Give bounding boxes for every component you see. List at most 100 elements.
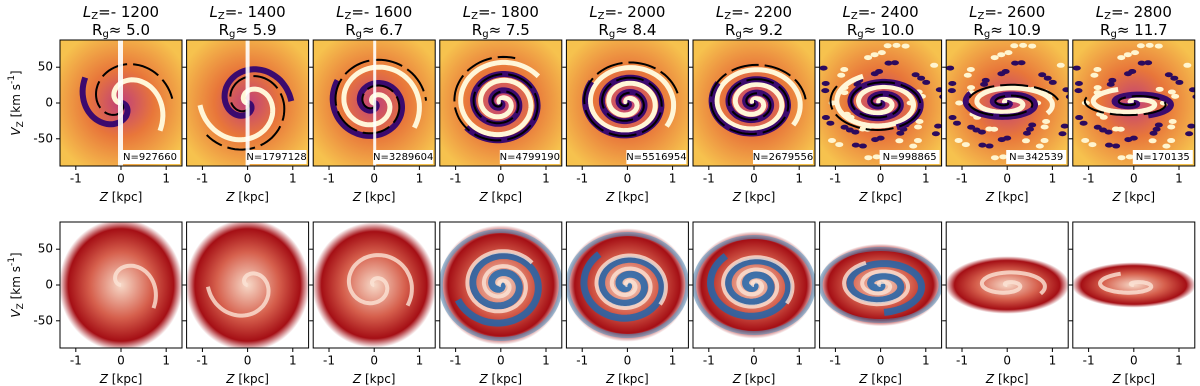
count-box xyxy=(373,150,434,164)
rg-value: ≈ 10.0 xyxy=(864,21,915,39)
noise-blob xyxy=(1010,43,1019,49)
x-tick-label: 1 xyxy=(795,354,803,368)
panel-image xyxy=(819,222,942,348)
panel-title-lz: LZ=- 2200 xyxy=(716,3,792,23)
rg-subscript: g xyxy=(1110,29,1116,40)
noise-blob xyxy=(1021,138,1030,144)
noise-blob xyxy=(877,50,886,56)
y-tick-label: 50 xyxy=(38,60,53,74)
spiral-light xyxy=(205,271,271,318)
count-box xyxy=(1006,150,1067,164)
count-label: N=927660 xyxy=(123,152,177,163)
noise-blob xyxy=(1137,60,1146,66)
x-tick-label: 1 xyxy=(416,354,424,368)
noise-blob xyxy=(840,67,849,73)
panel-image xyxy=(186,40,309,166)
noise-blob xyxy=(1001,69,1010,75)
panel-title-rg: Rg≈ 9.2 xyxy=(725,21,783,41)
spiral-dark xyxy=(79,76,131,128)
panel-title-lz: LZ=- 1600 xyxy=(336,3,412,23)
panel-title-rg: Rg≈ 6.7 xyxy=(345,21,403,41)
panel-image xyxy=(946,222,1069,348)
noise-blob xyxy=(883,43,892,49)
noise-blob xyxy=(915,119,924,125)
x-tick-label: 0 xyxy=(1003,172,1011,186)
panel-image xyxy=(566,40,689,166)
panel: -1 0 1 Z [kpc] xyxy=(309,221,436,386)
panel-image xyxy=(439,222,562,348)
rg-value: ≈ 5.9 xyxy=(235,21,276,39)
lz-value: =- 1200 xyxy=(98,3,159,21)
noise-blob xyxy=(864,55,873,61)
noise-blob xyxy=(1154,122,1163,128)
spiral-light xyxy=(346,253,414,307)
noise-blob xyxy=(997,52,1006,58)
halo-blue xyxy=(439,229,562,341)
noise-blob xyxy=(1185,131,1194,137)
noise-blob xyxy=(1112,143,1121,149)
noise-blob xyxy=(826,120,835,126)
y-label-subscript: Z xyxy=(16,303,26,309)
rg-symbol: R xyxy=(472,21,482,39)
x-tick-label: 1 xyxy=(162,354,170,368)
spiral-bright xyxy=(197,86,276,143)
rg-value: ≈ 11.7 xyxy=(1117,21,1168,39)
x-tick-label: 0 xyxy=(370,354,378,368)
y-tick-label: 0 xyxy=(45,96,53,110)
contour xyxy=(829,81,922,132)
noise-blob xyxy=(1145,42,1154,48)
x-tick-label: -1 xyxy=(1083,354,1095,368)
noise-blob xyxy=(1144,60,1153,66)
spiral-bright xyxy=(111,77,166,132)
rg-subscript: g xyxy=(229,29,235,40)
y-tick-label: -50 xyxy=(33,313,53,327)
x-tick-label: 0 xyxy=(497,354,505,368)
noise-blob xyxy=(895,138,904,144)
halo-blue xyxy=(566,232,689,338)
noise-blob xyxy=(896,130,905,136)
count-label: N=1797128 xyxy=(246,152,306,163)
rg-subscript: g xyxy=(984,29,990,40)
y-label-close: ] xyxy=(9,70,23,75)
spiral-light xyxy=(842,260,910,307)
panel-image xyxy=(1072,40,1195,166)
x-label-unit: [kpc] xyxy=(361,372,395,386)
spiral-blue xyxy=(846,260,925,316)
noise-blob xyxy=(1075,115,1084,121)
x-label-unit: [kpc] xyxy=(994,372,1028,386)
x-tick-label: 0 xyxy=(1003,354,1011,368)
noise-blob xyxy=(967,85,976,91)
rg-value: ≈ 6.7 xyxy=(362,21,403,39)
spiral-light xyxy=(594,253,668,310)
x-label-unit: [kpc] xyxy=(108,372,142,386)
x-tick-label: -1 xyxy=(956,354,968,368)
x-tick-label: 0 xyxy=(750,172,758,186)
noise-blob xyxy=(1028,43,1037,49)
x-tick-label: 0 xyxy=(370,172,378,186)
noise-blob xyxy=(1062,87,1069,93)
noise-blob xyxy=(1108,77,1117,83)
x-axis-label: Z [kpc] xyxy=(985,372,1029,386)
count-box xyxy=(120,150,180,164)
lz-value: =- 2200 xyxy=(731,3,792,21)
panel-image xyxy=(1072,222,1195,348)
lz-symbol: L xyxy=(716,3,724,21)
lz-subscript: Z xyxy=(91,11,98,22)
count-box xyxy=(246,150,307,164)
noise-blob xyxy=(1058,131,1067,137)
panel-image xyxy=(186,222,309,348)
noise-blob xyxy=(1019,42,1028,48)
rg-value: ≈ 8.4 xyxy=(615,21,656,39)
lz-symbol: L xyxy=(589,3,597,21)
noise-blob xyxy=(1035,143,1044,149)
gap-stripe xyxy=(245,40,250,166)
panel-image xyxy=(693,222,815,348)
spiral-bright xyxy=(1090,86,1158,115)
x-tick-label: 1 xyxy=(542,172,550,186)
x-label-unit: [kpc] xyxy=(994,190,1028,204)
lz-symbol: L xyxy=(83,3,91,21)
panel-title-lz: LZ=- 2800 xyxy=(1096,3,1172,23)
noise-blob xyxy=(821,88,830,94)
x-tick-label: 0 xyxy=(1130,172,1138,186)
panel: N=342539 -1 0 1 Z [kpc] xyxy=(942,39,1069,204)
